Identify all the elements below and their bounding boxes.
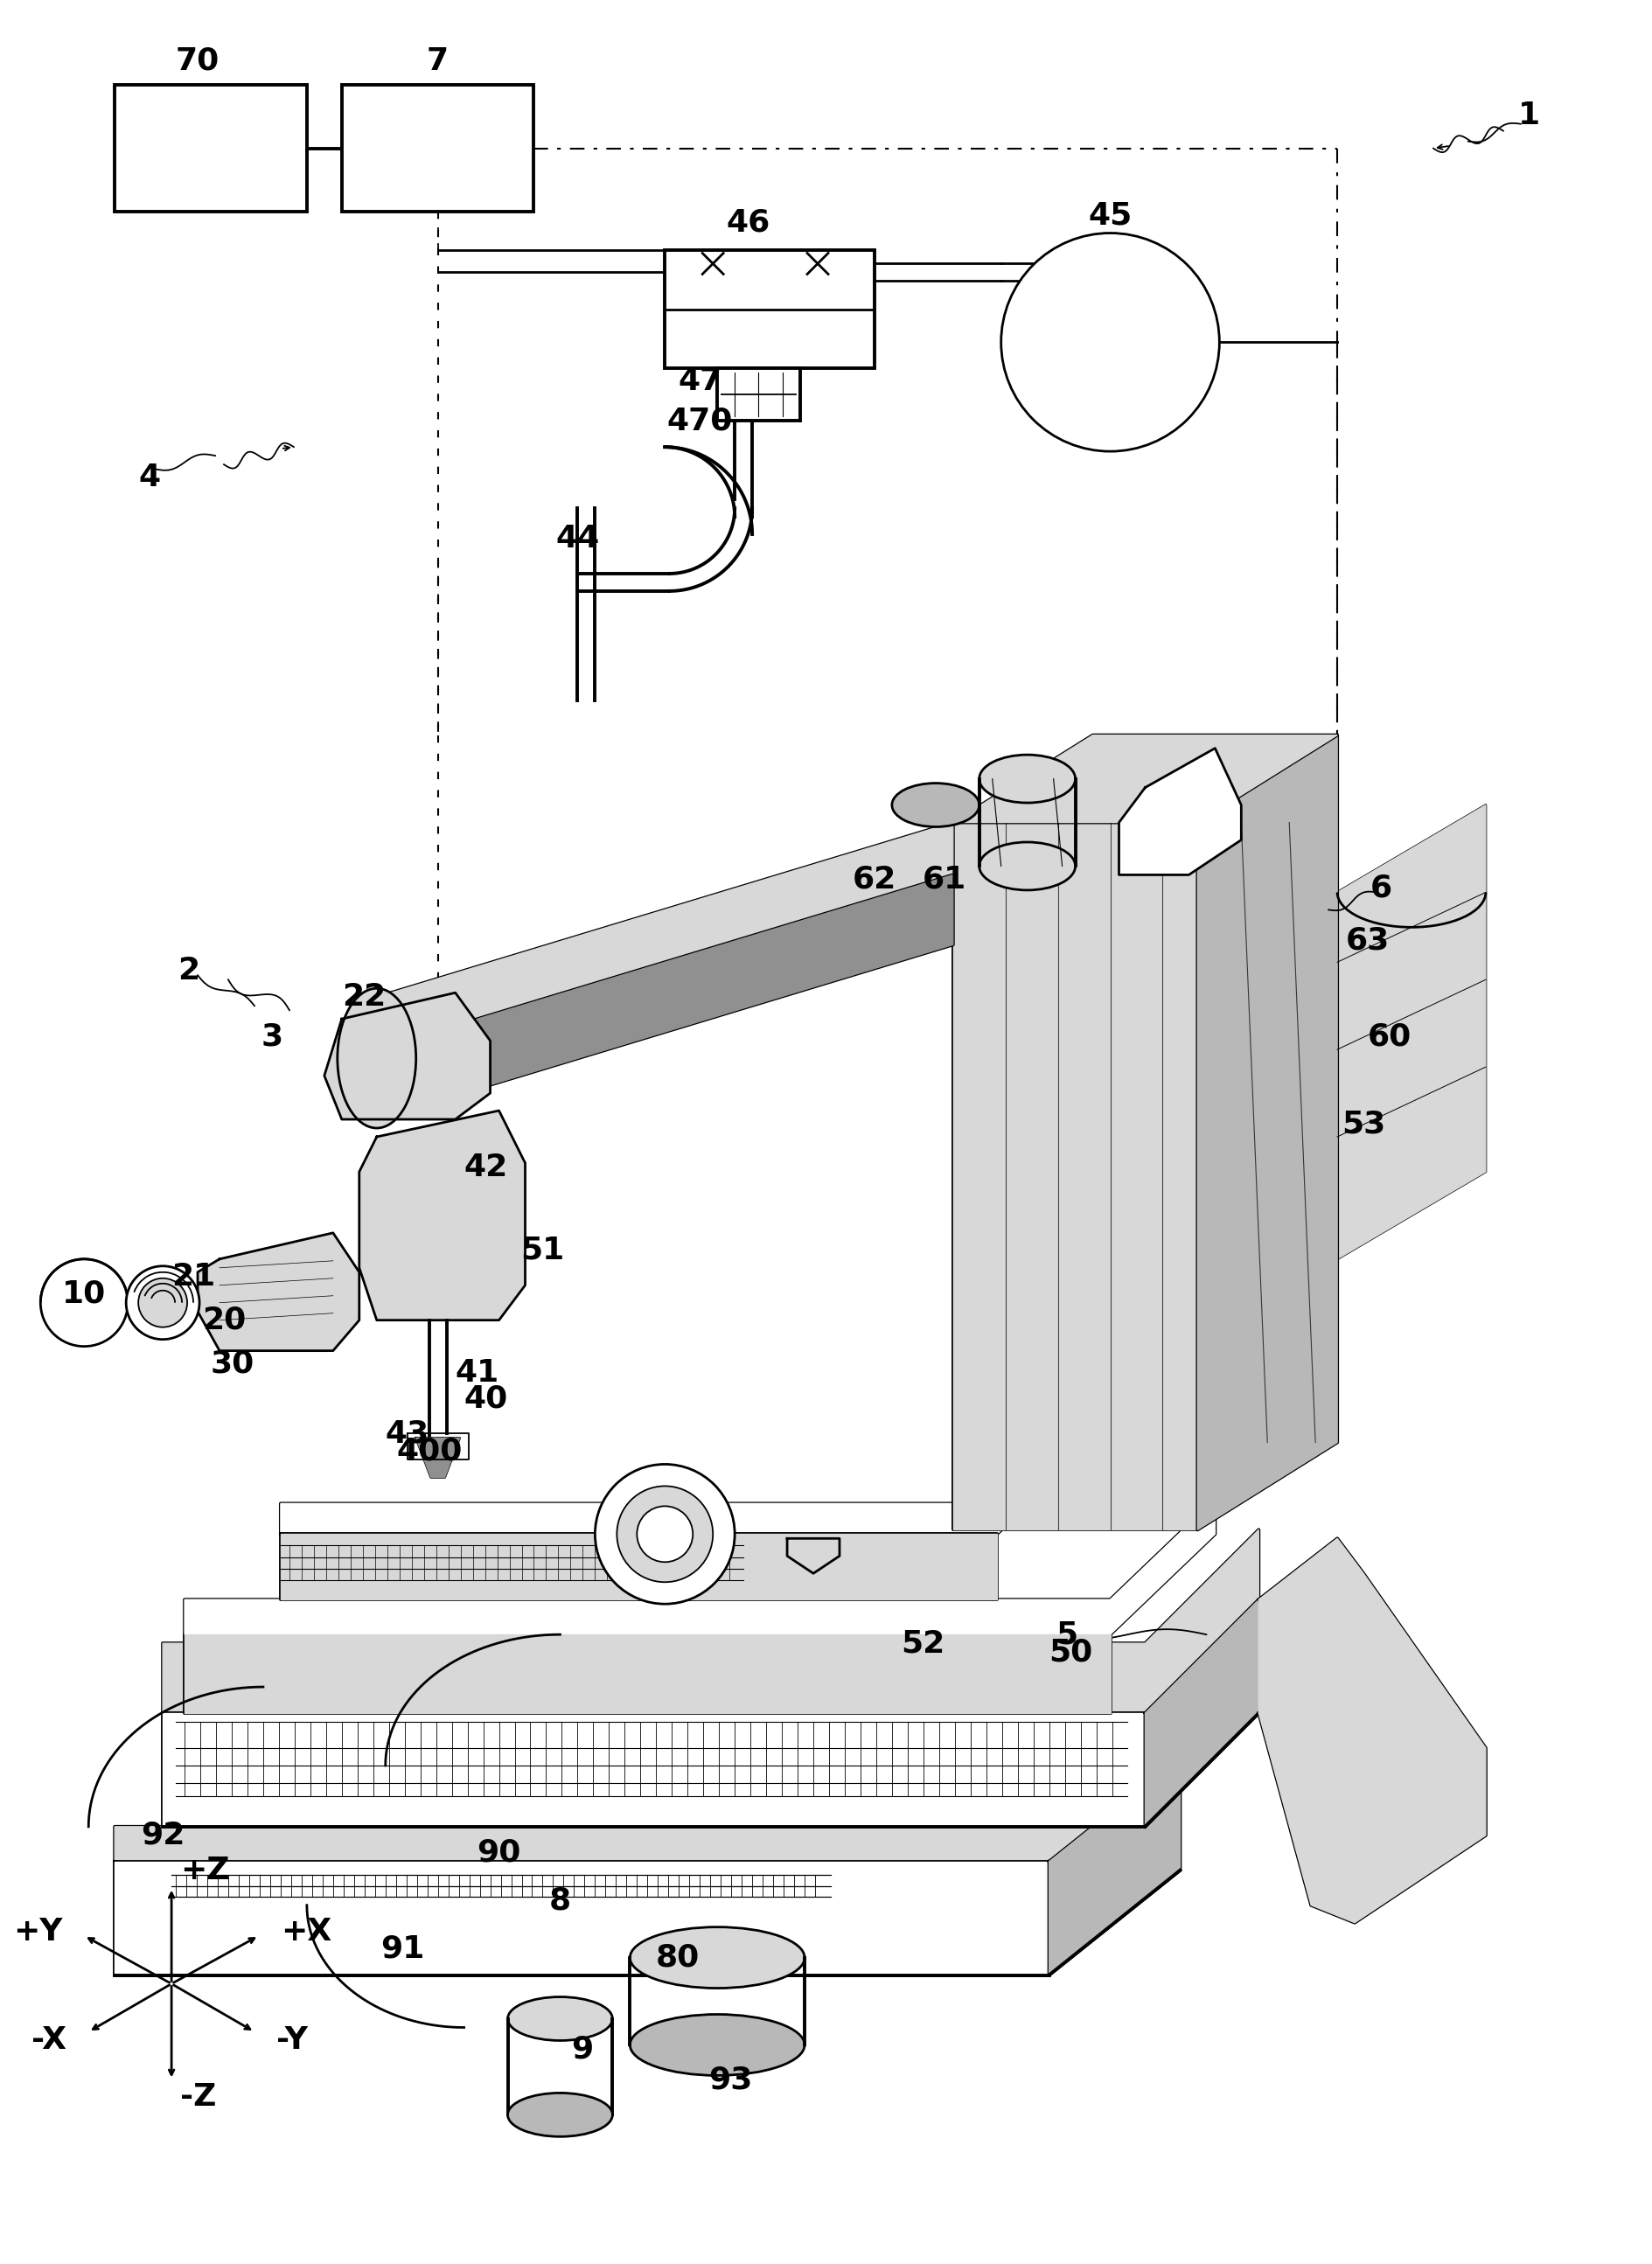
Polygon shape: [377, 822, 953, 1050]
Text: 46: 46: [725, 208, 770, 238]
Circle shape: [126, 1266, 200, 1340]
Polygon shape: [114, 1861, 1049, 1974]
Text: 7: 7: [426, 45, 449, 77]
Ellipse shape: [337, 989, 416, 1127]
Text: -X: -X: [31, 2026, 66, 2056]
Circle shape: [1001, 233, 1219, 451]
Ellipse shape: [978, 842, 1075, 890]
Text: -Y: -Y: [276, 2026, 307, 2056]
Text: 6: 6: [1370, 874, 1391, 903]
Polygon shape: [198, 1234, 358, 1352]
Text: 62: 62: [852, 865, 895, 894]
Polygon shape: [416, 1438, 459, 1478]
Text: 80: 80: [656, 1943, 699, 1972]
Text: 1: 1: [1518, 100, 1540, 129]
Polygon shape: [1118, 747, 1241, 874]
Text: 90: 90: [477, 1838, 520, 1868]
Text: 22: 22: [342, 983, 385, 1012]
Text: -Z: -Z: [180, 2083, 216, 2112]
Text: +X: +X: [281, 1918, 332, 1947]
Text: 44: 44: [555, 523, 600, 552]
Text: 8: 8: [548, 1886, 572, 1915]
Text: 9: 9: [570, 2035, 593, 2065]
Text: 20: 20: [202, 1306, 246, 1336]
Polygon shape: [185, 1499, 1214, 1635]
Ellipse shape: [892, 783, 978, 826]
Text: 400: 400: [396, 1435, 463, 1467]
Circle shape: [41, 1259, 127, 1347]
Polygon shape: [786, 1540, 839, 1573]
Text: 43: 43: [385, 1420, 430, 1449]
Polygon shape: [1198, 736, 1336, 1530]
Text: 42: 42: [464, 1152, 507, 1182]
Polygon shape: [953, 736, 1336, 822]
Text: 470: 470: [666, 405, 732, 435]
Bar: [717, 369, 800, 421]
Polygon shape: [162, 1530, 1259, 1714]
Text: 52: 52: [900, 1628, 943, 1657]
Text: 53: 53: [1341, 1109, 1384, 1139]
Ellipse shape: [507, 2092, 613, 2137]
Text: 45: 45: [1087, 201, 1132, 231]
Text: 70: 70: [175, 45, 220, 77]
Text: 41: 41: [454, 1358, 499, 1388]
Text: +Z: +Z: [180, 1856, 230, 1886]
Text: 2: 2: [178, 955, 200, 985]
Text: 92: 92: [140, 1820, 185, 1850]
Text: 60: 60: [1366, 1021, 1411, 1050]
Ellipse shape: [978, 754, 1075, 804]
Text: 5: 5: [1056, 1619, 1077, 1650]
Circle shape: [636, 1506, 692, 1562]
Text: 51: 51: [520, 1236, 565, 1266]
Text: 91: 91: [380, 1933, 425, 1963]
Text: 30: 30: [210, 1349, 254, 1379]
Bar: [114, 84, 307, 211]
Ellipse shape: [507, 1997, 613, 2040]
Text: 4: 4: [139, 462, 160, 491]
Circle shape: [595, 1465, 735, 1603]
Polygon shape: [377, 874, 953, 1118]
Polygon shape: [1049, 1757, 1180, 1974]
Polygon shape: [1259, 1540, 1485, 1922]
Polygon shape: [358, 1112, 525, 1320]
Text: +Y: +Y: [13, 1918, 63, 1947]
Polygon shape: [281, 1535, 996, 1601]
Text: 93: 93: [709, 2065, 752, 2094]
Polygon shape: [185, 1635, 1110, 1714]
Polygon shape: [162, 1714, 1145, 1827]
Ellipse shape: [629, 1927, 805, 1988]
Polygon shape: [324, 992, 491, 1118]
Text: 47: 47: [677, 367, 722, 396]
Text: 50: 50: [1049, 1637, 1092, 1666]
Text: 3: 3: [261, 1021, 282, 1050]
Polygon shape: [1336, 806, 1485, 1259]
Text: 21: 21: [172, 1261, 215, 1290]
Text: 10: 10: [63, 1279, 106, 1309]
Ellipse shape: [629, 2015, 805, 2076]
Text: 63: 63: [1345, 926, 1389, 955]
Circle shape: [139, 1279, 187, 1327]
Polygon shape: [1145, 1601, 1259, 1827]
Bar: [664, 251, 874, 369]
Polygon shape: [281, 1399, 1110, 1535]
Text: 61: 61: [922, 865, 966, 894]
Polygon shape: [114, 1723, 1180, 1861]
Circle shape: [616, 1485, 712, 1583]
Polygon shape: [953, 822, 1198, 1530]
Bar: [342, 84, 534, 211]
Text: 40: 40: [464, 1383, 507, 1413]
